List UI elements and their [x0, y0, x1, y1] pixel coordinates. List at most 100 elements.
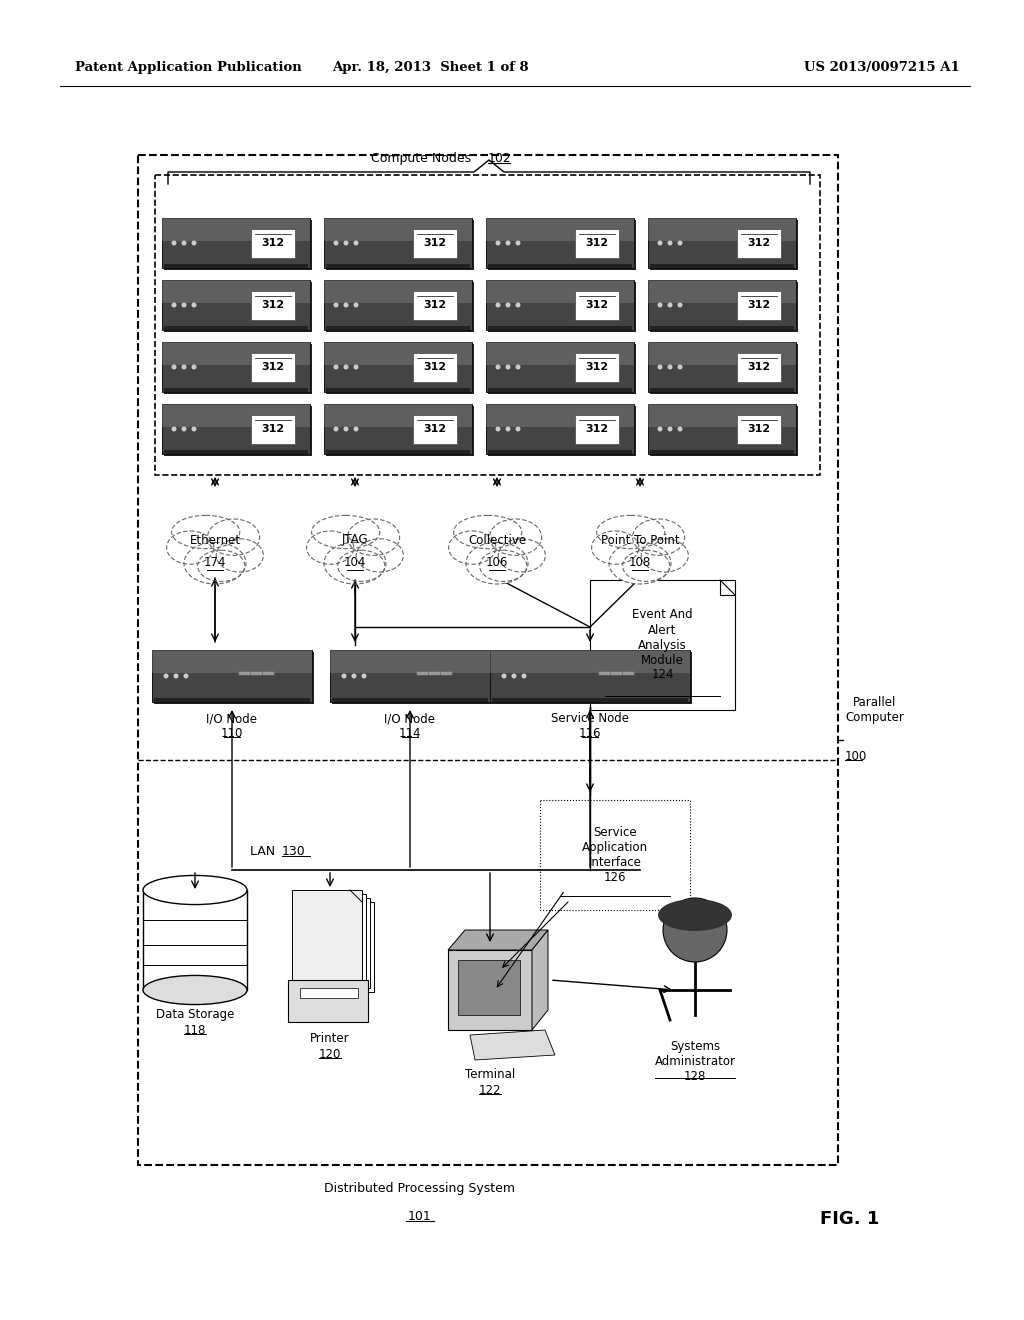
Bar: [540, 800, 690, 909]
Ellipse shape: [143, 975, 247, 1005]
Bar: [488, 326, 632, 330]
Circle shape: [506, 240, 511, 246]
Bar: [152, 649, 312, 673]
Text: Service
Application
Interface
126: Service Application Interface 126: [582, 826, 648, 884]
Bar: [492, 698, 688, 702]
Text: JTAG: JTAG: [342, 533, 369, 546]
Bar: [488, 264, 632, 268]
Circle shape: [343, 240, 348, 246]
Bar: [164, 388, 308, 392]
Text: US 2013/0097215 A1: US 2013/0097215 A1: [804, 62, 961, 74]
Bar: [486, 280, 634, 330]
Bar: [650, 220, 798, 271]
Circle shape: [668, 364, 673, 370]
Circle shape: [171, 240, 176, 246]
Ellipse shape: [338, 550, 385, 581]
Circle shape: [171, 302, 176, 308]
Bar: [324, 404, 472, 454]
Bar: [574, 290, 620, 319]
Text: 312: 312: [586, 424, 608, 434]
Bar: [152, 649, 312, 702]
Bar: [486, 342, 634, 364]
Text: 116: 116: [579, 727, 601, 741]
Circle shape: [657, 302, 663, 308]
Bar: [413, 290, 457, 319]
Bar: [648, 404, 796, 426]
Text: 108: 108: [629, 557, 651, 569]
Ellipse shape: [324, 543, 386, 583]
Text: 312: 312: [586, 362, 608, 372]
Circle shape: [496, 426, 501, 432]
Bar: [251, 352, 295, 381]
Bar: [332, 652, 492, 704]
Bar: [162, 218, 310, 268]
Ellipse shape: [143, 875, 247, 904]
Bar: [648, 342, 796, 364]
Bar: [326, 326, 470, 330]
Bar: [458, 960, 520, 1015]
Bar: [251, 414, 295, 444]
Text: 118: 118: [184, 1024, 206, 1038]
Bar: [143, 890, 247, 990]
Bar: [324, 280, 472, 302]
Circle shape: [678, 364, 683, 370]
Circle shape: [678, 240, 683, 246]
Bar: [326, 220, 474, 271]
Circle shape: [334, 426, 339, 432]
Text: Terminal: Terminal: [465, 1068, 515, 1081]
Bar: [164, 220, 312, 271]
Circle shape: [353, 426, 358, 432]
Bar: [326, 407, 474, 455]
Bar: [650, 282, 798, 333]
Circle shape: [173, 673, 178, 678]
Text: 312: 312: [586, 238, 608, 248]
Text: FIG. 1: FIG. 1: [820, 1210, 880, 1228]
Bar: [330, 649, 490, 673]
Bar: [164, 407, 312, 455]
Circle shape: [353, 240, 358, 246]
Circle shape: [515, 240, 520, 246]
Text: 312: 312: [261, 238, 285, 248]
Ellipse shape: [479, 550, 526, 581]
Text: 174: 174: [204, 557, 226, 569]
Text: Ethernet: Ethernet: [189, 533, 241, 546]
Circle shape: [361, 673, 367, 678]
Bar: [324, 342, 472, 364]
Circle shape: [334, 240, 339, 246]
Polygon shape: [449, 931, 548, 950]
Bar: [488, 388, 632, 392]
Circle shape: [657, 240, 663, 246]
Circle shape: [496, 240, 501, 246]
Ellipse shape: [198, 550, 245, 581]
Text: 110: 110: [221, 727, 243, 741]
Bar: [648, 218, 796, 268]
Text: 101: 101: [409, 1210, 432, 1224]
Bar: [490, 649, 690, 702]
Circle shape: [334, 302, 339, 308]
Circle shape: [506, 426, 511, 432]
Bar: [574, 352, 620, 381]
Bar: [304, 902, 374, 993]
Circle shape: [191, 364, 197, 370]
Bar: [488, 407, 636, 455]
Bar: [650, 326, 794, 330]
Text: Patent Application Publication: Patent Application Publication: [75, 62, 302, 74]
Text: 312: 312: [748, 424, 771, 434]
Circle shape: [181, 426, 186, 432]
Circle shape: [343, 426, 348, 432]
Text: I/O Node: I/O Node: [207, 711, 257, 725]
Text: 104: 104: [344, 557, 367, 569]
Bar: [300, 898, 370, 987]
Circle shape: [181, 240, 186, 246]
Ellipse shape: [641, 539, 688, 572]
Circle shape: [341, 673, 346, 678]
Bar: [488, 345, 636, 393]
Ellipse shape: [597, 515, 665, 549]
Text: 106: 106: [485, 557, 508, 569]
Text: I/O Node: I/O Node: [384, 711, 435, 725]
Bar: [251, 290, 295, 319]
Bar: [574, 228, 620, 257]
Bar: [162, 404, 310, 426]
Bar: [648, 218, 796, 240]
Bar: [324, 218, 472, 268]
